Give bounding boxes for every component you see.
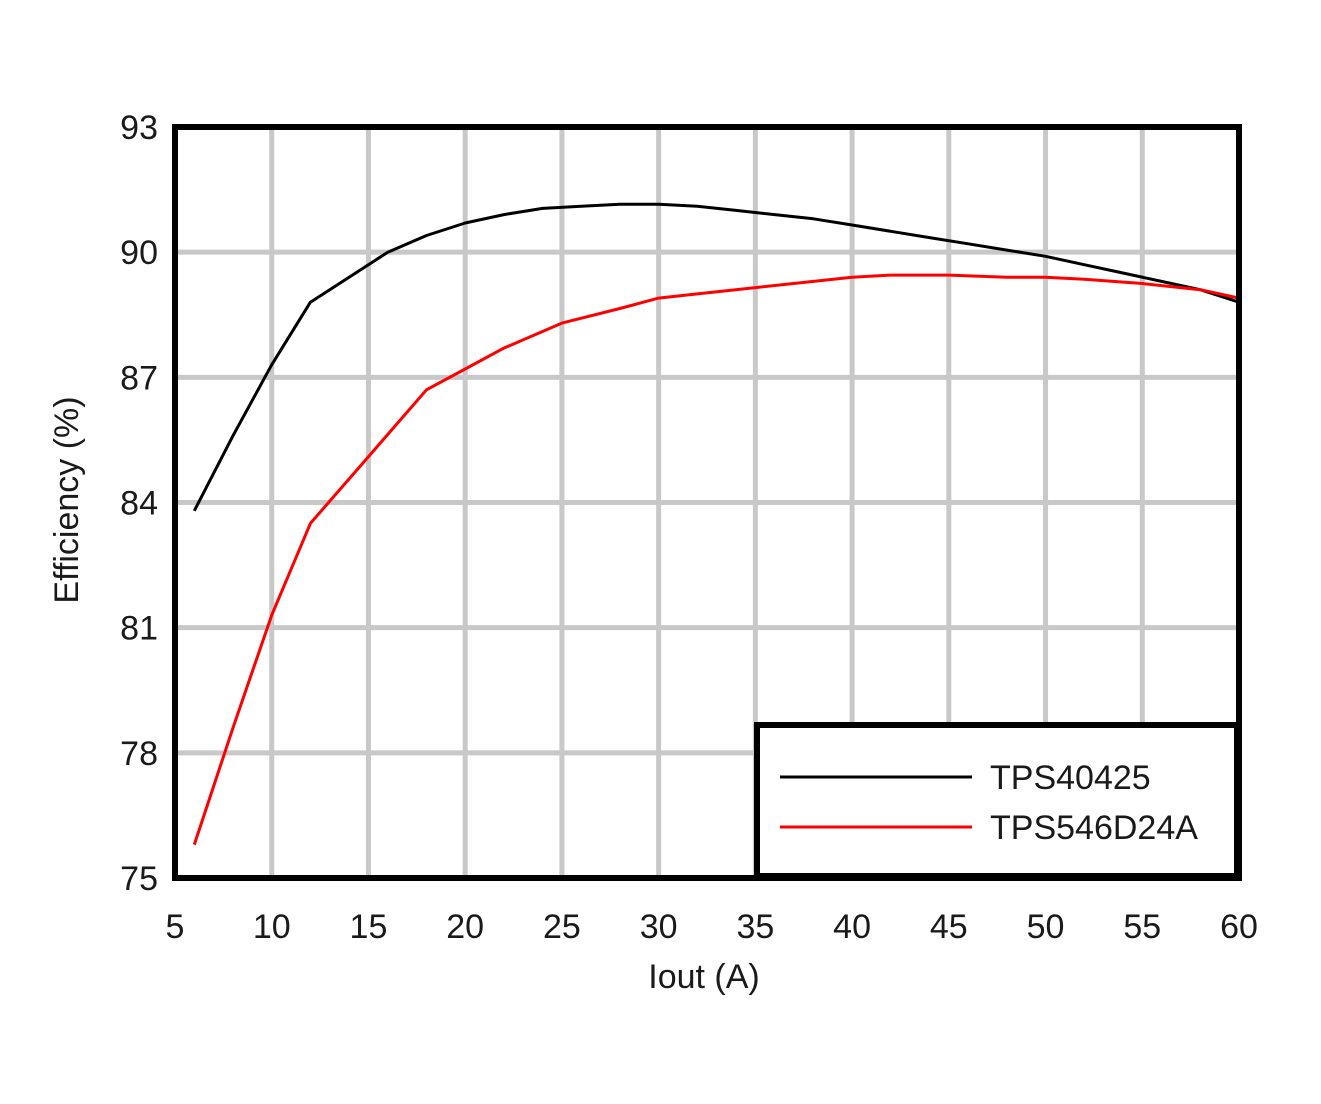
x-tick-label: 45 xyxy=(930,908,968,946)
y-tick-label: 87 xyxy=(120,359,158,397)
series-line-tps40425 xyxy=(192,202,1240,512)
x-tick-label: 35 xyxy=(736,908,774,946)
y-axis-ticks: 75 78 81 84 87 90 93 xyxy=(120,109,158,898)
x-tick-label: 15 xyxy=(350,908,388,946)
legend: TPS40425 TPS546D24A xyxy=(754,722,1240,879)
series-lines xyxy=(192,202,1240,846)
x-tick-label: 20 xyxy=(446,908,484,946)
legend-box xyxy=(754,722,1240,879)
legend-label-tps546d24a: TPS546D24A xyxy=(990,809,1198,847)
x-tick-label: 60 xyxy=(1220,908,1258,946)
x-tick-label: 30 xyxy=(640,908,678,946)
x-axis-title: Iout (A) xyxy=(648,958,759,996)
x-tick-label: 25 xyxy=(543,908,581,946)
y-tick-label: 75 xyxy=(120,860,158,898)
y-tick-label: 90 xyxy=(120,234,158,272)
x-tick-label: 55 xyxy=(1123,908,1161,946)
y-tick-label: 93 xyxy=(120,109,158,147)
y-tick-label: 81 xyxy=(120,610,158,648)
x-tick-label: 40 xyxy=(833,908,871,946)
x-tick-label: 50 xyxy=(1027,908,1065,946)
grid-lines xyxy=(175,127,1239,878)
series-line-tps546d24a xyxy=(192,273,1240,846)
legend-label-tps40425: TPS40425 xyxy=(990,759,1151,797)
x-tick-label: 10 xyxy=(253,908,291,946)
y-tick-label: 78 xyxy=(120,735,158,773)
y-tick-label: 84 xyxy=(120,485,158,523)
y-axis-title: Efficiency (%) xyxy=(48,396,86,603)
plot-frame xyxy=(172,124,1242,881)
x-tick-label: 5 xyxy=(166,908,185,946)
x-axis-ticks: 5 10 15 20 25 30 35 40 45 50 55 60 xyxy=(166,908,1258,946)
